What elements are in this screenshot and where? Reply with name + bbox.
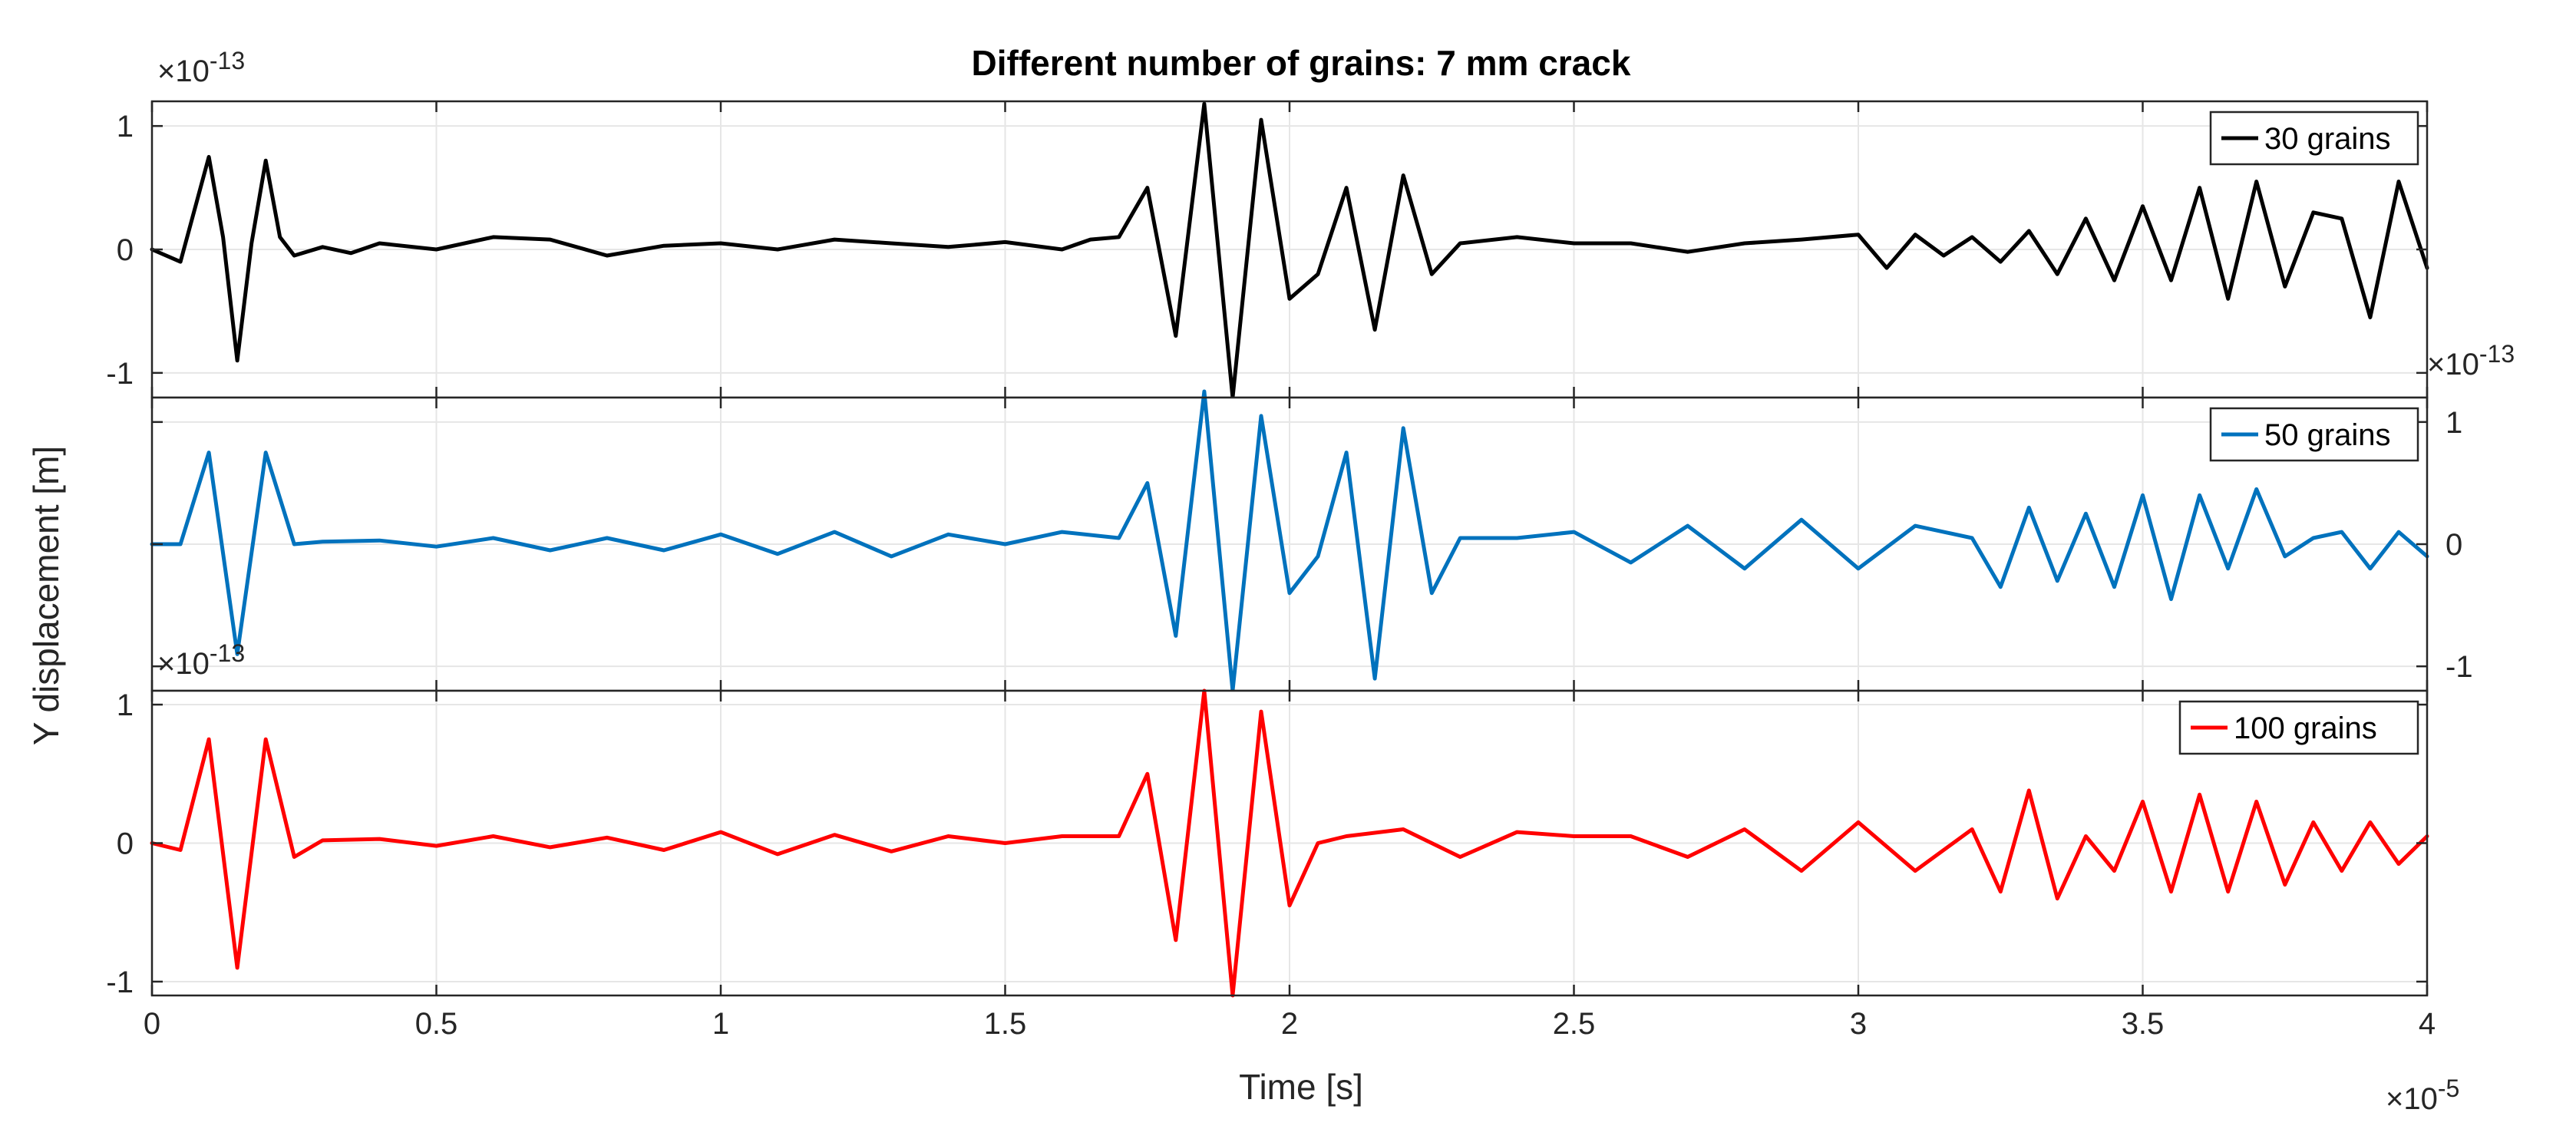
y-exponent-base: ×10 <box>157 647 210 681</box>
legend-label: 30 grains <box>2264 122 2391 156</box>
legend: 30 grains <box>2209 111 2419 166</box>
y-exponent-base: ×10 <box>157 54 210 88</box>
legend: 50 grains <box>2209 407 2419 462</box>
series-line-50-grains <box>150 389 2429 693</box>
y-axis-label: Y displacement [m] <box>26 446 66 745</box>
y-tick-label: 0 <box>2446 528 2462 562</box>
subplot-30-grains: -1 0 1 ×10-13 30 grains <box>106 47 2429 400</box>
x-axis-label: Time [s] <box>1239 1067 1363 1107</box>
y-exponent-label: ×10-13 <box>2427 340 2515 381</box>
y-tick-label: 0 <box>117 233 134 267</box>
legend-label: 100 grains <box>2234 711 2377 745</box>
x-tick-label: 1 <box>712 1007 729 1041</box>
x-tick-label: 4 <box>2419 1007 2436 1041</box>
y-tick-label: -1 <box>106 966 134 999</box>
series-line-100-grains <box>150 688 2429 998</box>
y-tick-label: 1 <box>117 110 134 144</box>
y-tick-label: -1 <box>106 357 134 391</box>
y-exponent-base: ×10 <box>2427 348 2479 381</box>
y-exponent-power: -13 <box>210 47 245 74</box>
figure-title: Different number of grains: 7 mm crack <box>972 43 1631 83</box>
legend-label: 50 grains <box>2264 418 2391 452</box>
x-tick-label: 0.5 <box>415 1007 458 1041</box>
y-tick-label: -1 <box>2446 650 2473 684</box>
x-tick-label: 2.5 <box>1553 1007 1596 1041</box>
y-exponent-power: -13 <box>210 639 245 667</box>
x-tick-label: 3.5 <box>2122 1007 2165 1041</box>
y-exponent-label: ×10-13 <box>157 639 245 681</box>
y-exponent-label: ×10-13 <box>157 47 245 88</box>
svg-text:×10-5: ×10-5 <box>2386 1075 2459 1116</box>
x-exponent-label: ×10-5 <box>2386 1075 2459 1116</box>
x-tick-label: 0 <box>144 1007 160 1041</box>
x-tick-label: 3 <box>1850 1007 1867 1041</box>
x-exponent-power: -5 <box>2438 1075 2459 1102</box>
x-tick-label: 2 <box>1281 1007 1298 1041</box>
x-tick-label: 1.5 <box>984 1007 1027 1041</box>
series-line-30-grains <box>150 101 2429 400</box>
y-tick-label: 1 <box>2446 406 2462 440</box>
x-exponent-base: ×10 <box>2386 1082 2438 1116</box>
y-tick-label: 1 <box>117 688 134 722</box>
subplot-100-grains: 0 0.5 1 1.5 2 2.5 3 3.5 4 -1 0 1 ×10-13 100 grains <box>106 639 2436 1041</box>
y-exponent-power: -13 <box>2479 340 2515 368</box>
y-tick-label: 0 <box>117 827 134 861</box>
legend: 100 grains <box>2178 700 2419 755</box>
